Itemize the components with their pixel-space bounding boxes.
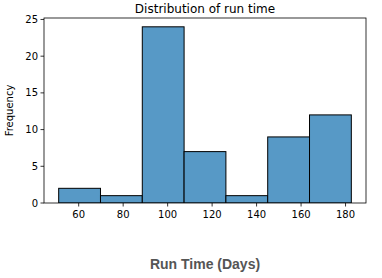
x-tick [167,203,168,207]
x-tick [256,203,257,207]
x-tick [123,203,124,207]
y-axis-label: Frequency [4,85,15,137]
x-tick-label: 80 [117,209,130,220]
y-tick-label: 15 [25,87,38,98]
bar [100,196,142,203]
bar [268,137,310,203]
plot-frame [44,18,366,203]
x-tick-label: 140 [247,209,266,220]
x-tick [78,203,79,207]
chart-title: Distribution of run time [135,2,275,16]
x-tick-label: 100 [158,209,177,220]
y-tick [41,19,45,20]
chart-root: 60 80 100 120 140 160 180 0 5 10 15 20 25 Distributio… [0,0,382,278]
background [0,0,382,278]
bar [310,115,352,203]
x-tick [301,203,302,207]
y-tick-label: 5 [32,161,38,172]
bar [59,188,101,203]
y-tick-label: 10 [25,124,38,135]
x-tick-label: 60 [72,209,85,220]
x-axis-label: Run Time (Days) [150,256,260,272]
y-tick [41,203,45,204]
y-tick-label: 20 [25,51,38,62]
bar [226,196,268,203]
x-tick-label: 160 [292,209,311,220]
x-tick-label: 180 [336,209,355,220]
bars [59,27,352,203]
y-tick [41,129,45,130]
y-tick-label: 25 [25,14,38,25]
x-tick [345,203,346,207]
x-tick-label: 120 [203,209,222,220]
y-tick [41,166,45,167]
x-tick [212,203,213,207]
bar [142,27,184,203]
y-tick [41,92,45,93]
bar [184,152,226,203]
y-tick [41,56,45,57]
chart-svg: 60 80 100 120 140 160 180 0 5 10 15 20 25 Distributio… [0,0,382,278]
y-tick-label: 0 [32,198,38,209]
